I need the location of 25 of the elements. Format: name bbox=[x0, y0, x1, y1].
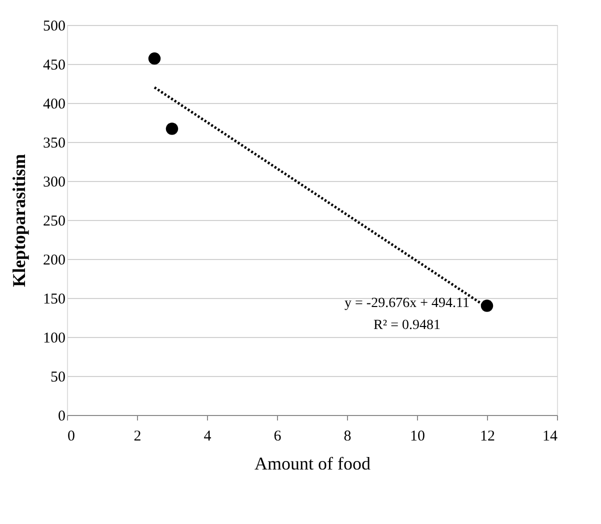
y-tick-label: 200 bbox=[43, 252, 66, 268]
y-tick-label: 400 bbox=[43, 96, 66, 112]
x-tick-label: 10 bbox=[410, 428, 425, 444]
point bbox=[148, 52, 161, 65]
x-tick-label: 2 bbox=[134, 428, 142, 444]
x-tick-label: 6 bbox=[274, 428, 282, 444]
point bbox=[166, 122, 178, 135]
annotation: R² = 0.9481 bbox=[374, 318, 440, 333]
x-tick-label: 8 bbox=[344, 428, 352, 444]
y-axis-title: Kleptoparasitism bbox=[9, 154, 29, 287]
x-axis-title: Amount of food bbox=[254, 454, 370, 474]
annotation: y = -29.676x + 494.11 bbox=[344, 296, 470, 311]
x-tick-label: 12 bbox=[480, 428, 495, 444]
point bbox=[480, 300, 494, 312]
y-tick-label: 500 bbox=[43, 18, 66, 34]
y-tick-label: 100 bbox=[43, 330, 66, 346]
x-tick-label: 14 bbox=[542, 428, 558, 444]
y-tick-label: 350 bbox=[43, 136, 66, 152]
y-tick-label: 50 bbox=[50, 370, 66, 386]
y-tick-label: 0 bbox=[58, 408, 66, 424]
y-tick-label: 250 bbox=[43, 214, 66, 230]
y-tick-label: 300 bbox=[43, 174, 66, 190]
x-tick-label: 4 bbox=[204, 428, 212, 444]
y-tick-label: 150 bbox=[43, 292, 66, 308]
y-tick-label: 450 bbox=[43, 58, 66, 74]
